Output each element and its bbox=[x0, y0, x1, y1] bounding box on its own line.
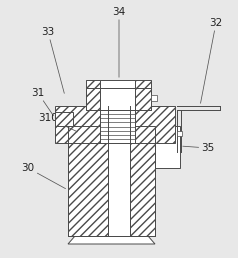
Bar bbox=[55, 112, 73, 126]
Bar bbox=[100, 88, 135, 110]
Text: 30: 30 bbox=[21, 163, 65, 189]
Bar bbox=[135, 88, 151, 110]
Bar bbox=[151, 95, 157, 101]
Bar bbox=[135, 80, 151, 88]
Bar bbox=[130, 126, 155, 236]
Bar bbox=[86, 88, 151, 110]
Text: 35: 35 bbox=[183, 143, 215, 153]
Text: 33: 33 bbox=[41, 27, 64, 93]
Bar bbox=[68, 126, 108, 236]
Bar bbox=[155, 126, 180, 168]
Bar bbox=[177, 131, 182, 136]
Text: 32: 32 bbox=[201, 18, 223, 103]
Bar bbox=[68, 126, 155, 236]
Text: 31: 31 bbox=[31, 88, 54, 116]
Bar bbox=[100, 106, 135, 143]
Bar bbox=[100, 80, 135, 88]
Bar bbox=[86, 88, 100, 110]
Polygon shape bbox=[68, 236, 155, 244]
Bar bbox=[108, 126, 130, 236]
Text: 34: 34 bbox=[112, 7, 126, 77]
Text: 310: 310 bbox=[38, 113, 78, 132]
Bar bbox=[86, 80, 100, 88]
Bar bbox=[55, 106, 175, 143]
